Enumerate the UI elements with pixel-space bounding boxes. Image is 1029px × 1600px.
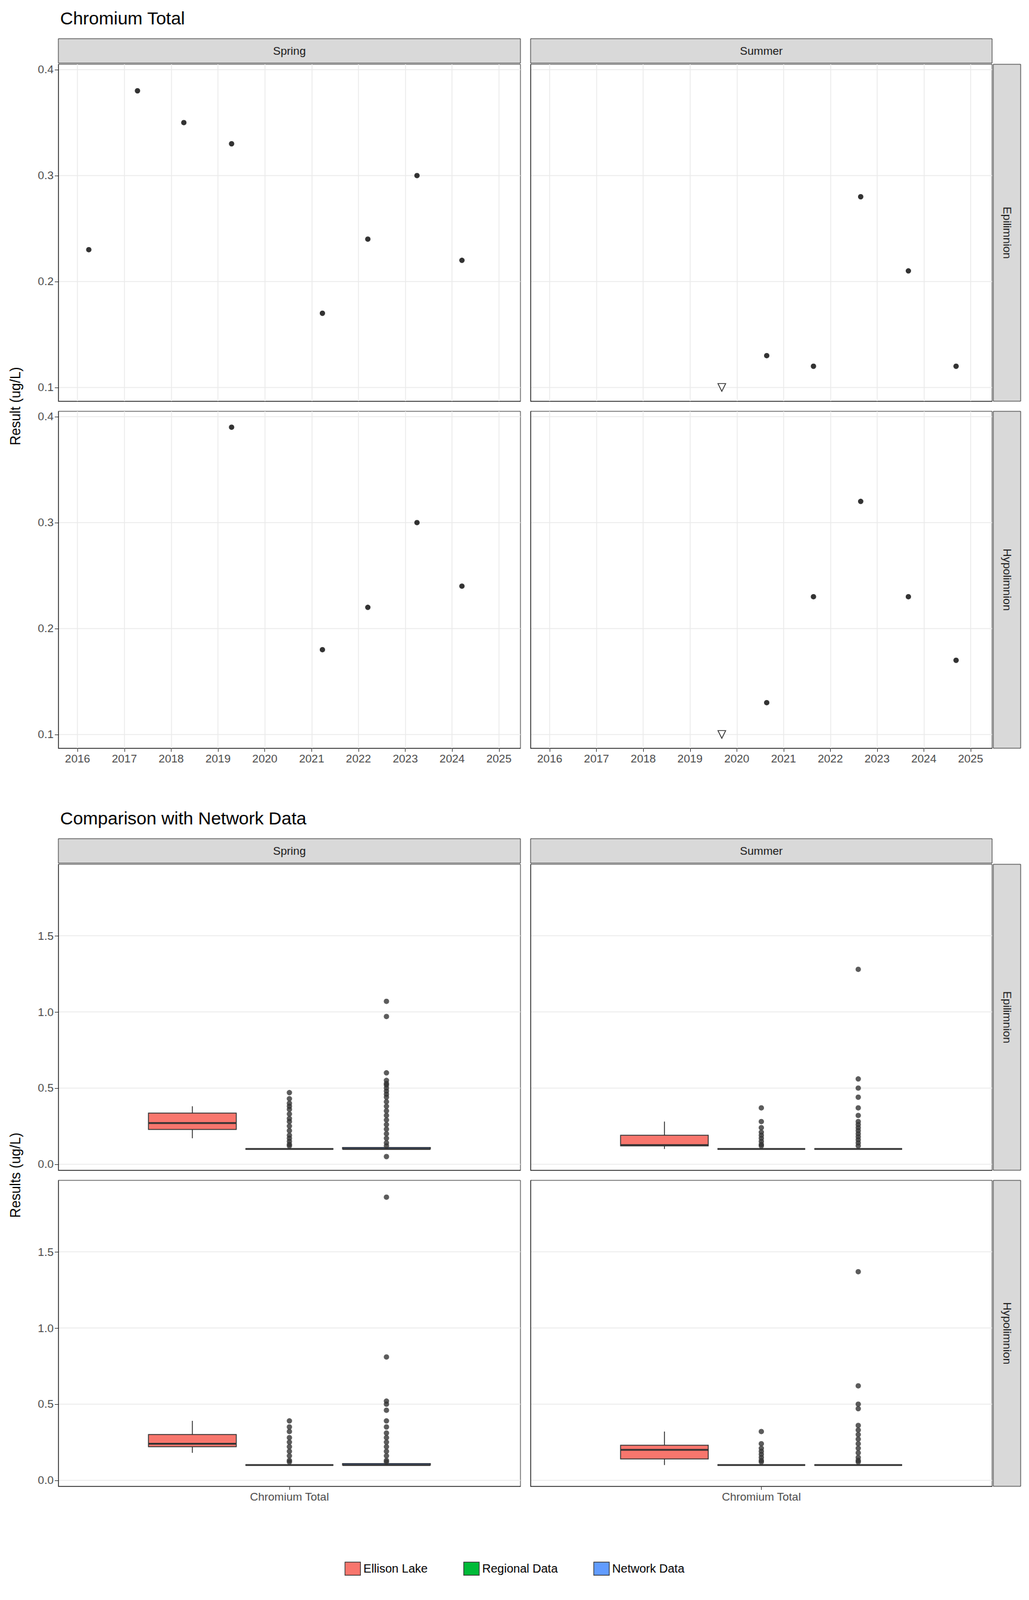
svg-text:Chromium Total: Chromium Total <box>60 8 186 28</box>
svg-text:0.5: 0.5 <box>38 1081 54 1095</box>
svg-text:1.5: 1.5 <box>38 1246 54 1259</box>
svg-text:2020: 2020 <box>252 752 278 766</box>
svg-text:2016: 2016 <box>64 752 90 766</box>
svg-text:0.5: 0.5 <box>38 1398 54 1411</box>
svg-text:2020: 2020 <box>724 752 750 766</box>
svg-text:0.0: 0.0 <box>38 1158 54 1171</box>
svg-text:0.4: 0.4 <box>38 410 55 423</box>
svg-text:0.1: 0.1 <box>38 728 54 741</box>
svg-text:0.3: 0.3 <box>38 516 54 529</box>
svg-text:Spring: Spring <box>273 844 307 858</box>
svg-text:2022: 2022 <box>817 752 843 766</box>
svg-text:2023: 2023 <box>392 752 418 766</box>
svg-text:2019: 2019 <box>205 752 231 766</box>
svg-text:Epilimnion: Epilimnion <box>1001 206 1014 260</box>
svg-text:2025: 2025 <box>486 752 512 766</box>
svg-text:2018: 2018 <box>158 752 184 766</box>
svg-text:2024: 2024 <box>439 752 466 766</box>
svg-text:2021: 2021 <box>771 752 797 766</box>
svg-text:Result (ug/L): Result (ug/L) <box>7 367 24 447</box>
svg-text:0.0: 0.0 <box>38 1474 54 1487</box>
svg-text:1.5: 1.5 <box>38 930 54 943</box>
svg-text:Epilimnion: Epilimnion <box>1001 991 1014 1044</box>
svg-text:2017: 2017 <box>584 752 610 766</box>
svg-text:Regional Data: Regional Data <box>482 1562 559 1576</box>
svg-text:2025: 2025 <box>958 752 984 766</box>
svg-text:Comparison with Network Data: Comparison with Network Data <box>60 808 307 829</box>
svg-text:2024: 2024 <box>911 752 937 766</box>
svg-text:Chromium Total: Chromium Total <box>250 1491 330 1504</box>
svg-text:2018: 2018 <box>630 752 656 766</box>
svg-text:2022: 2022 <box>345 752 371 766</box>
svg-text:Results (ug/L): Results (ug/L) <box>7 1133 24 1219</box>
svg-text:0.3: 0.3 <box>38 169 54 182</box>
svg-text:Spring: Spring <box>273 44 307 58</box>
svg-text:Chromium Total: Chromium Total <box>721 1491 801 1504</box>
svg-text:Summer: Summer <box>740 44 784 58</box>
svg-text:2016: 2016 <box>537 752 563 766</box>
svg-text:1.0: 1.0 <box>38 1006 54 1019</box>
svg-text:2021: 2021 <box>298 752 324 766</box>
svg-text:0.2: 0.2 <box>38 622 54 635</box>
svg-text:0.2: 0.2 <box>38 275 54 288</box>
svg-text:1.0: 1.0 <box>38 1322 54 1336</box>
svg-text:Hypolimnion: Hypolimnion <box>1001 1302 1014 1366</box>
svg-text:Network Data: Network Data <box>612 1562 685 1576</box>
svg-text:Hypolimnion: Hypolimnion <box>1001 549 1014 612</box>
svg-text:2023: 2023 <box>864 752 890 766</box>
svg-text:2017: 2017 <box>111 752 137 766</box>
svg-text:2019: 2019 <box>677 752 703 766</box>
svg-text:0.4: 0.4 <box>38 63 55 76</box>
svg-text:Ellison Lake: Ellison Lake <box>363 1562 428 1576</box>
svg-text:0.1: 0.1 <box>38 381 54 394</box>
svg-text:Summer: Summer <box>740 844 784 858</box>
